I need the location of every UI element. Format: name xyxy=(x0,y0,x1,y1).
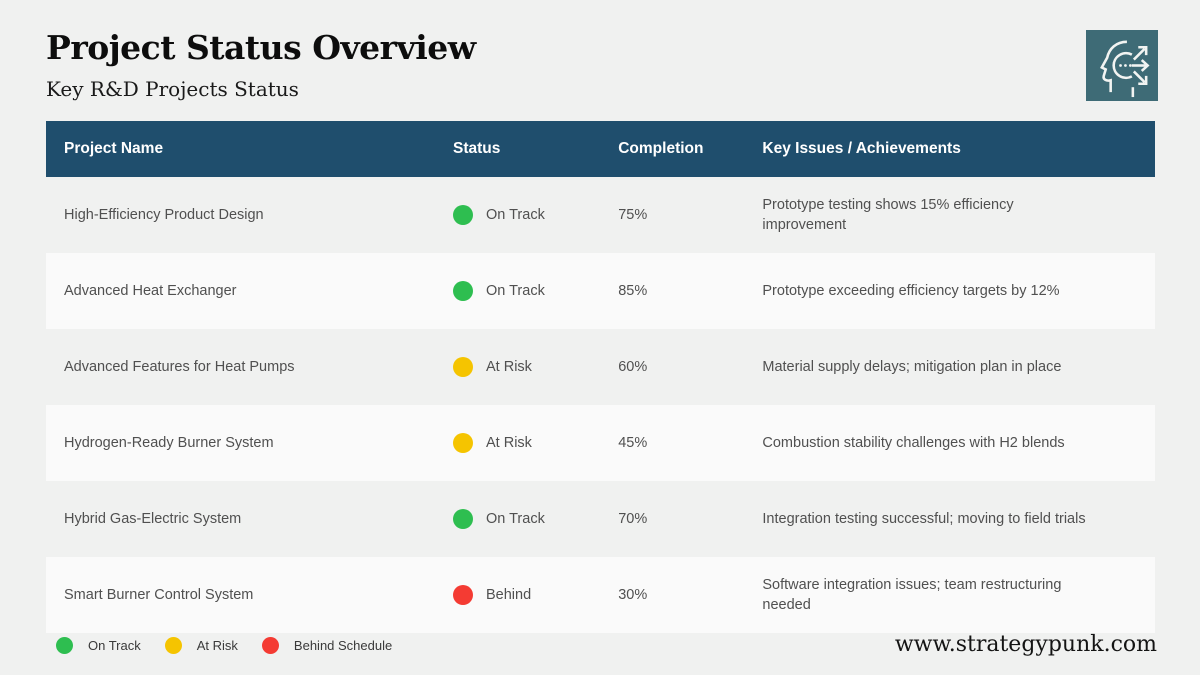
table-row: Hybrid Gas-Electric System On Track 70% … xyxy=(46,481,1155,557)
legend-label: Behind Schedule xyxy=(293,638,393,653)
project-name-cell: Smart Burner Control System xyxy=(64,586,254,603)
status-label: Behind xyxy=(486,586,532,603)
legend-label: At Risk xyxy=(196,638,238,653)
status-table: Project Name Status Completion Key Issue… xyxy=(46,121,1155,633)
status-cell: Behind xyxy=(453,584,618,605)
legend-item: At Risk xyxy=(164,637,238,654)
table-row: Advanced Features for Heat Pumps At Risk… xyxy=(46,329,1155,405)
completion-cell: 75% xyxy=(618,206,648,223)
status-dot-icon xyxy=(453,584,473,605)
head-with-arrows-icon xyxy=(1100,40,1150,98)
project-name-cell: Hybrid Gas-Electric System xyxy=(64,510,242,527)
legend-dot-icon xyxy=(261,637,279,654)
table-body: High-Efficiency Product Design On Track … xyxy=(46,177,1155,633)
status-cell: At Risk xyxy=(453,356,618,377)
project-name-cell: Advanced Heat Exchanger xyxy=(64,282,237,299)
key-issues-cell: Prototype exceeding efficiency targets b… xyxy=(762,282,1060,299)
brand-logo xyxy=(1086,30,1158,101)
status-label: At Risk xyxy=(486,434,532,451)
completion-cell: 70% xyxy=(618,510,648,527)
status-dot-icon xyxy=(453,432,473,453)
status-dot-icon xyxy=(453,204,473,225)
status-dot-icon xyxy=(453,508,473,529)
column-header-project-name: Project Name xyxy=(64,140,164,157)
page-title: Project Status Overview xyxy=(46,28,476,67)
legend-dot-icon xyxy=(164,637,182,654)
table-row: High-Efficiency Product Design On Track … xyxy=(46,177,1155,253)
website-link[interactable]: www.strategypunk.com xyxy=(894,632,1157,657)
table-row: Hydrogen-Ready Burner System At Risk 45%… xyxy=(46,405,1155,481)
status-cell: On Track xyxy=(453,280,618,301)
status-label: On Track xyxy=(486,282,545,299)
legend-dot-icon xyxy=(56,637,73,654)
legend-label: On Track xyxy=(88,638,141,653)
project-name-cell: Hydrogen-Ready Burner System xyxy=(64,434,274,451)
key-issues-cell: Software integration issues; team restru… xyxy=(762,576,1062,613)
legend-item: On Track xyxy=(56,637,141,654)
key-issues-cell: Prototype testing shows 15% efficiency i… xyxy=(762,196,1014,233)
status-label: On Track xyxy=(486,206,545,223)
status-legend: On Track At Risk Behind Schedule xyxy=(56,637,392,654)
completion-cell: 85% xyxy=(618,282,648,299)
column-header-key-issues: Key Issues / Achievements xyxy=(762,140,961,157)
status-label: At Risk xyxy=(486,358,532,375)
status-label: On Track xyxy=(486,510,545,527)
status-cell: At Risk xyxy=(453,432,618,453)
completion-cell: 30% xyxy=(618,586,648,603)
key-issues-cell: Integration testing successful; moving t… xyxy=(762,510,1086,527)
status-cell: On Track xyxy=(453,204,618,225)
project-name-cell: Advanced Features for Heat Pumps xyxy=(64,358,295,375)
column-header-status: Status xyxy=(453,140,501,157)
key-issues-cell: Combustion stability challenges with H2 … xyxy=(762,434,1065,451)
table-row: Smart Burner Control System Behind 30% S… xyxy=(46,557,1155,633)
table-header-row: Project Name Status Completion Key Issue… xyxy=(46,121,1155,177)
completion-cell: 60% xyxy=(618,358,648,375)
completion-cell: 45% xyxy=(618,434,648,451)
status-dot-icon xyxy=(453,356,473,377)
column-header-completion: Completion xyxy=(618,140,704,157)
table-row: Advanced Heat Exchanger On Track 85% Pro… xyxy=(46,253,1155,329)
project-name-cell: High-Efficiency Product Design xyxy=(64,206,264,223)
page-subtitle: Key R&D Projects Status xyxy=(46,77,299,101)
legend-item: Behind Schedule xyxy=(261,637,393,654)
status-cell: On Track xyxy=(453,508,618,529)
status-dot-icon xyxy=(453,280,473,301)
key-issues-cell: Material supply delays; mitigation plan … xyxy=(762,358,1062,375)
